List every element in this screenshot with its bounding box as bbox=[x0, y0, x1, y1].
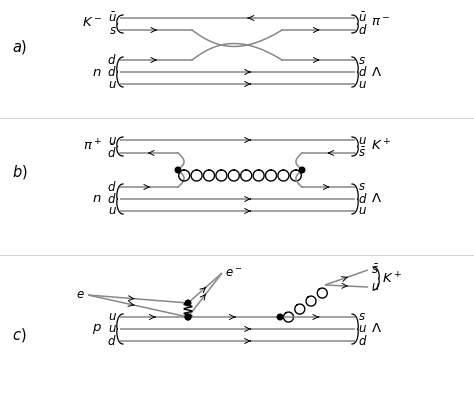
Text: $e$: $e$ bbox=[76, 288, 85, 301]
Text: $\Lambda$: $\Lambda$ bbox=[371, 322, 382, 335]
Text: $p$: $p$ bbox=[92, 322, 102, 336]
Text: $K^+$: $K^+$ bbox=[371, 138, 391, 153]
Text: $\bar{u}$: $\bar{u}$ bbox=[358, 11, 367, 25]
Text: $s$: $s$ bbox=[358, 53, 366, 66]
Text: $s$: $s$ bbox=[109, 23, 117, 36]
Text: $b)$: $b)$ bbox=[12, 163, 27, 181]
Circle shape bbox=[277, 314, 283, 320]
Text: $n$: $n$ bbox=[92, 66, 102, 79]
Text: $d$: $d$ bbox=[358, 192, 367, 206]
Text: $\bar{s}$: $\bar{s}$ bbox=[358, 146, 366, 160]
Circle shape bbox=[299, 167, 305, 173]
Text: $c)$: $c)$ bbox=[12, 326, 27, 344]
Text: $\bar{d}$: $\bar{d}$ bbox=[108, 145, 117, 161]
Text: $u$: $u$ bbox=[108, 134, 117, 147]
Text: $u$: $u$ bbox=[108, 77, 117, 90]
Text: $n$: $n$ bbox=[92, 192, 102, 205]
Text: $u$: $u$ bbox=[358, 205, 367, 217]
Text: $u$: $u$ bbox=[108, 311, 117, 324]
Text: $e^-$: $e^-$ bbox=[225, 266, 242, 279]
Text: $a)$: $a)$ bbox=[12, 38, 27, 56]
Text: $d$: $d$ bbox=[108, 53, 117, 67]
Text: $u$: $u$ bbox=[371, 281, 380, 294]
Circle shape bbox=[175, 167, 181, 173]
Text: $\pi^-$: $\pi^-$ bbox=[371, 17, 390, 30]
Text: $d$: $d$ bbox=[358, 23, 367, 37]
Text: $d$: $d$ bbox=[108, 65, 117, 79]
Text: $K^+$: $K^+$ bbox=[382, 271, 402, 286]
Text: $d$: $d$ bbox=[358, 334, 367, 348]
Text: $u$: $u$ bbox=[108, 322, 117, 335]
Text: $d$: $d$ bbox=[358, 65, 367, 79]
Circle shape bbox=[185, 314, 191, 320]
Text: $K^-$: $K^-$ bbox=[82, 17, 102, 30]
Text: $\bar{u}$: $\bar{u}$ bbox=[108, 11, 117, 25]
Text: $\bar{s}$: $\bar{s}$ bbox=[371, 263, 379, 277]
Text: $\Lambda$: $\Lambda$ bbox=[371, 192, 382, 205]
Text: $d$: $d$ bbox=[108, 180, 117, 194]
Text: $u$: $u$ bbox=[358, 322, 367, 335]
Text: $d$: $d$ bbox=[108, 192, 117, 206]
Text: $s$: $s$ bbox=[358, 311, 366, 324]
Text: $d$: $d$ bbox=[108, 334, 117, 348]
Circle shape bbox=[185, 314, 191, 320]
Text: $u$: $u$ bbox=[358, 77, 367, 90]
Text: $\Lambda$: $\Lambda$ bbox=[371, 66, 382, 79]
Text: $u$: $u$ bbox=[108, 205, 117, 217]
Circle shape bbox=[185, 300, 191, 306]
Text: $s$: $s$ bbox=[358, 181, 366, 194]
Text: $\pi^+$: $\pi^+$ bbox=[83, 138, 102, 153]
Text: $u$: $u$ bbox=[358, 134, 367, 147]
